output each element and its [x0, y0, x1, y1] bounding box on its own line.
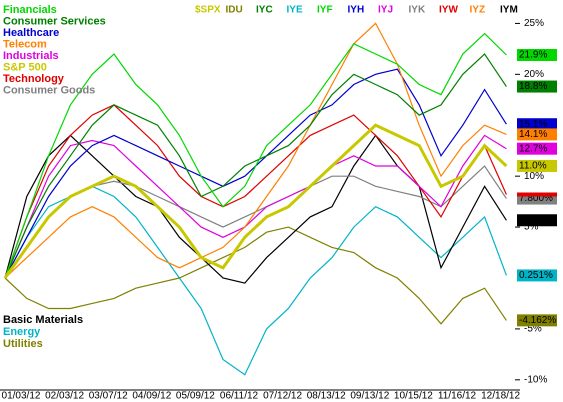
series-line [4, 134, 507, 279]
sector-label: Energy [3, 326, 41, 338]
end-tag-label: 21.9% [519, 50, 547, 61]
end-tag-label: 7.800% [519, 193, 553, 204]
end-tag-label: 14.1% [519, 129, 547, 140]
end-tag [517, 80, 557, 93]
series-line [4, 22, 507, 279]
x-tick-label: 06/11/12 [220, 391, 259, 402]
y-tick-label: 25% [524, 18, 544, 29]
end-tag [517, 159, 557, 172]
legend-ticker: IYZ [470, 5, 486, 16]
legend-ticker: IYM [500, 5, 518, 16]
sector-label: Technology [3, 73, 65, 85]
end-tag-label: 18.8% [519, 81, 547, 92]
x-tick-label: 08/13/12 [307, 391, 346, 402]
x-tick-label: 02/03/12 [45, 391, 84, 402]
series-line [4, 32, 507, 279]
series-line [4, 226, 507, 325]
end-tag [517, 118, 557, 131]
end-tag [517, 128, 557, 141]
legend-ticker: IYW [439, 5, 458, 16]
x-tick-label: 12/18/12 [481, 391, 520, 402]
x-tick-label: 10/15/12 [394, 391, 433, 402]
end-tag [517, 192, 557, 197]
x-tick-label: 11/16/12 [438, 391, 477, 402]
legend-ticker: IDU [226, 5, 243, 16]
series-line [3, 123, 508, 279]
end-tag-label: 15.1% [519, 119, 547, 130]
y-tick-label: 20% [524, 69, 544, 80]
sector-label: Consumer Services [3, 15, 106, 27]
series-line [4, 185, 507, 376]
end-tag-label: 5.669% [519, 215, 553, 226]
sector-label: S&P 500 [3, 61, 47, 73]
end-tag [517, 142, 557, 155]
series-line [4, 53, 507, 279]
end-tag [517, 214, 557, 227]
sector-label: Utilities [3, 338, 43, 350]
x-tick-label: 09/13/12 [350, 391, 389, 402]
x-tick-label: 04/09/12 [132, 391, 171, 402]
sector-label: Basic Materials [3, 314, 83, 326]
end-tag [517, 269, 557, 282]
legend-ticker: IYH [348, 5, 365, 16]
end-tag [517, 314, 557, 327]
y-tick-label: -10% [524, 374, 547, 385]
end-tag-label: 11.0% [519, 161, 547, 172]
sector-label: Financials [3, 4, 57, 16]
end-tag-label: 12.7% [519, 143, 547, 154]
legend-ticker: IYC [256, 5, 273, 16]
sector-label: Consumer Goods [3, 84, 95, 96]
end-tag-label: -4.162% [519, 315, 556, 326]
end-tag-label: 0.251% [519, 270, 553, 281]
sector-label: Telecom [3, 38, 47, 50]
legend-ticker: $SPX [195, 5, 221, 16]
legend-ticker: IYE [287, 5, 303, 16]
y-tick-label: 10% [524, 171, 544, 182]
x-tick-label: 01/03/12 [2, 391, 41, 402]
series-line [4, 68, 507, 279]
series-line [4, 134, 507, 284]
legend-ticker: IYK [409, 5, 426, 16]
x-tick-label: 07/12/12 [263, 391, 302, 402]
x-tick-label: 03/07/12 [89, 391, 128, 402]
y-tick-label: 5% [524, 222, 539, 233]
legend-ticker: IYF [317, 5, 333, 16]
legend-ticker: IYJ [378, 5, 393, 16]
y-tick-label: -5% [524, 324, 542, 335]
x-tick-label: 05/09/12 [176, 391, 215, 402]
end-tag [517, 48, 557, 61]
sector-label: Industrials [3, 50, 59, 62]
series-line [4, 104, 507, 279]
series-line [4, 165, 507, 279]
sector-label: Healthcare [3, 27, 59, 39]
